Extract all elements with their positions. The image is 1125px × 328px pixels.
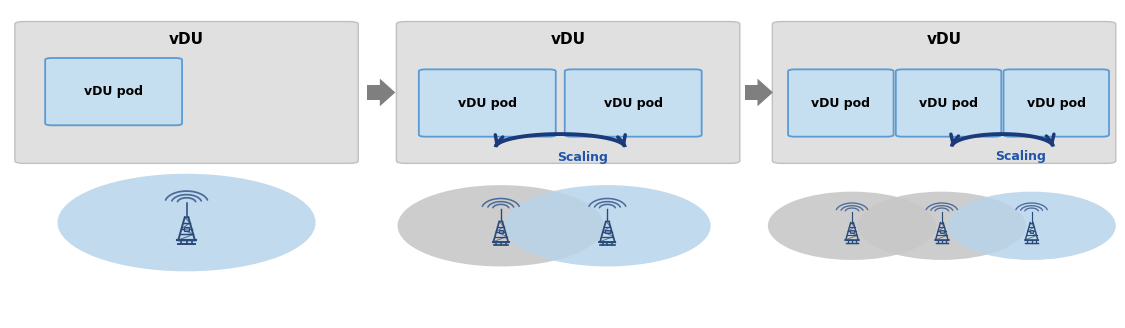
Text: vDU: vDU <box>169 32 204 47</box>
Text: Scaling: Scaling <box>557 151 609 164</box>
FancyBboxPatch shape <box>850 230 854 233</box>
Text: vDU pod: vDU pod <box>604 96 663 110</box>
FancyBboxPatch shape <box>15 22 358 163</box>
FancyBboxPatch shape <box>45 58 182 125</box>
Text: vDU: vDU <box>927 32 962 47</box>
Text: vDU pod: vDU pod <box>919 96 978 110</box>
Ellipse shape <box>397 185 604 266</box>
Text: vDU pod: vDU pod <box>458 96 516 110</box>
FancyBboxPatch shape <box>498 230 503 233</box>
Polygon shape <box>380 79 395 106</box>
Text: vDU: vDU <box>550 32 586 47</box>
Ellipse shape <box>504 185 711 266</box>
FancyBboxPatch shape <box>773 22 1116 163</box>
FancyBboxPatch shape <box>896 69 1001 137</box>
Ellipse shape <box>57 174 316 271</box>
Ellipse shape <box>768 192 936 260</box>
Polygon shape <box>757 79 773 106</box>
FancyBboxPatch shape <box>939 230 944 233</box>
Bar <box>745 85 762 100</box>
FancyBboxPatch shape <box>1029 230 1034 233</box>
Text: vDU pod: vDU pod <box>84 85 143 98</box>
FancyBboxPatch shape <box>789 69 893 137</box>
Ellipse shape <box>947 192 1116 260</box>
Ellipse shape <box>857 192 1026 260</box>
Text: vDU pod: vDU pod <box>811 96 871 110</box>
FancyBboxPatch shape <box>605 230 610 233</box>
Text: Scaling: Scaling <box>994 150 1045 163</box>
FancyBboxPatch shape <box>418 69 556 137</box>
FancyBboxPatch shape <box>1004 69 1109 137</box>
Text: vDU pod: vDU pod <box>1027 96 1086 110</box>
FancyBboxPatch shape <box>396 22 740 163</box>
Bar <box>367 85 384 100</box>
FancyBboxPatch shape <box>565 69 702 137</box>
FancyBboxPatch shape <box>184 227 189 231</box>
